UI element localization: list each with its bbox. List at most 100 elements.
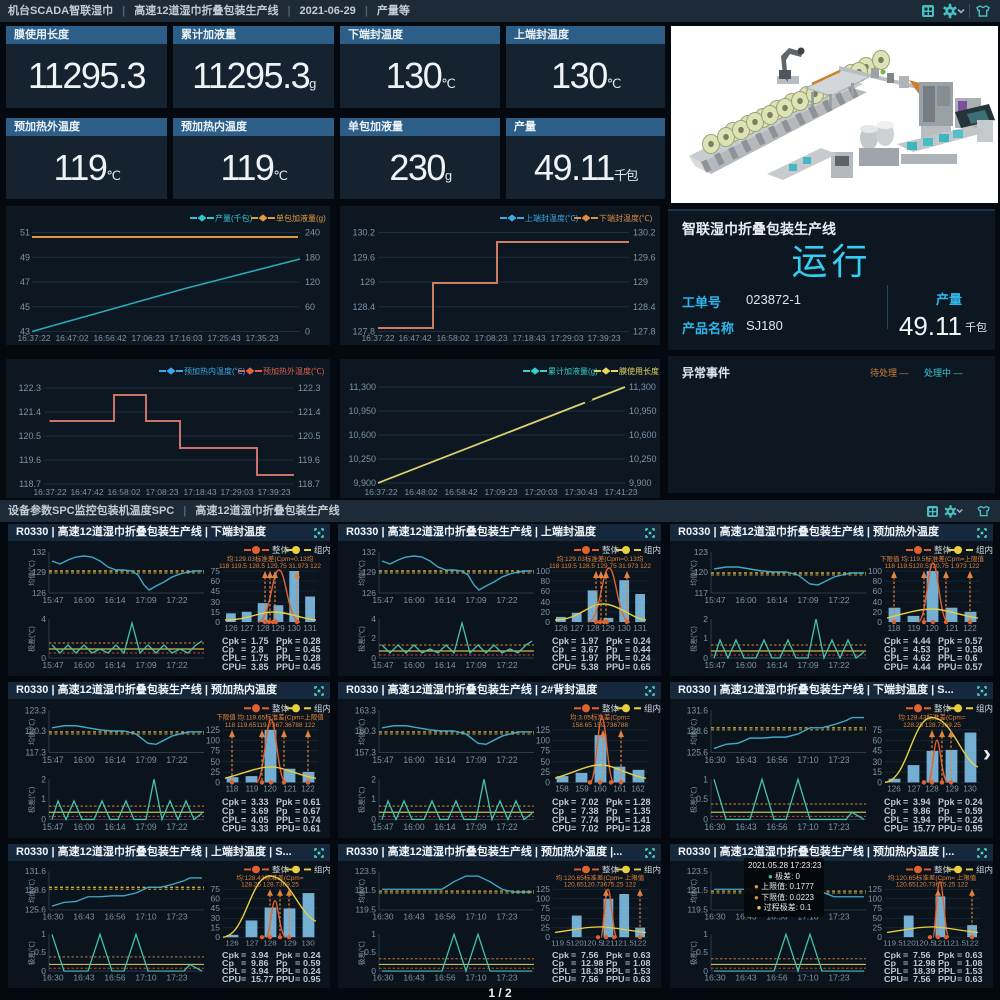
svg-text:120: 120	[263, 785, 277, 794]
svg-text:CPL: CPL	[884, 653, 903, 663]
svg-text:120: 120	[694, 567, 708, 577]
svg-text:PPL: PPL	[606, 815, 624, 825]
svg-text:整体: 整体	[602, 865, 620, 875]
svg-text:16:56: 16:56	[104, 974, 126, 983]
svg-text:组内: 组内	[314, 702, 330, 713]
svg-text:CPL: CPL	[552, 966, 571, 976]
svg-text:=: =	[625, 645, 630, 655]
svg-text:CPL: CPL	[222, 966, 241, 976]
svg-text:Pp: Pp	[606, 645, 618, 655]
svg-text:119.5: 119.5	[687, 906, 708, 915]
svg-text:7.56: 7.56	[581, 974, 599, 984]
svg-text:0: 0	[545, 933, 550, 942]
svg-text:0: 0	[371, 967, 376, 976]
svg-text:0: 0	[215, 777, 220, 787]
svg-text:45: 45	[211, 586, 221, 596]
svg-text:160.3: 160.3	[355, 726, 376, 736]
svg-text:119.5: 119.5	[355, 906, 376, 915]
svg-text:80: 80	[541, 576, 551, 586]
svg-text:=: =	[241, 636, 246, 646]
svg-text:118.7: 118.7	[19, 479, 41, 489]
svg-text:16:00: 16:00	[73, 660, 95, 670]
svg-text:0.28: 0.28	[303, 653, 321, 663]
svg-text:上端封温度(℃): 上端封温度(℃)	[525, 213, 579, 223]
svg-text:16:47:42: 16:47:42	[398, 333, 431, 343]
svg-text:=: =	[903, 815, 908, 825]
svg-text:0.24: 0.24	[965, 815, 983, 825]
svg-text:=: =	[957, 815, 962, 825]
svg-text:CPL: CPL	[222, 815, 240, 825]
svg-text:1.28: 1.28	[633, 797, 651, 807]
svg-text:Cpk: Cpk	[884, 797, 902, 807]
svg-text:=: =	[295, 950, 300, 960]
svg-text:130.2: 130.2	[352, 228, 375, 238]
svg-text:=: =	[241, 974, 246, 984]
svg-text:123.5: 123.5	[687, 867, 709, 876]
svg-text:119.6: 119.6	[19, 455, 41, 465]
svg-text:122.3: 122.3	[298, 383, 321, 393]
svg-text:120: 120	[902, 939, 915, 948]
svg-text:0: 0	[877, 777, 882, 787]
svg-text:120.3: 120.3	[25, 726, 46, 736]
svg-text:0.57: 0.57	[965, 636, 983, 646]
svg-text:Ppk: Ppk	[938, 636, 956, 646]
svg-text:16:37:22: 16:37:22	[361, 333, 394, 343]
svg-text:17:23: 17:23	[828, 974, 850, 983]
svg-text:118.7: 118.7	[298, 479, 320, 489]
svg-text:127: 127	[907, 785, 921, 794]
svg-text:=: =	[571, 636, 576, 646]
svg-text:CPL: CPL	[552, 815, 570, 825]
svg-text:20: 20	[873, 607, 883, 617]
svg-text:125: 125	[206, 725, 220, 735]
svg-text:1: 1	[703, 930, 708, 939]
svg-text:Pp: Pp	[276, 806, 288, 816]
svg-text:75: 75	[211, 885, 221, 894]
svg-text:0.61: 0.61	[303, 824, 321, 834]
svg-text:50: 50	[873, 914, 883, 923]
svg-text:=: =	[295, 815, 300, 825]
svg-text:15: 15	[211, 607, 221, 617]
svg-text:0: 0	[41, 814, 46, 824]
svg-text:17:08:23: 17:08:23	[145, 487, 178, 497]
svg-text:117: 117	[694, 588, 708, 598]
svg-text:16:14: 16:14	[434, 755, 455, 765]
svg-text:均值(℃): 均值(℃)	[357, 719, 366, 745]
svg-text:整体: 整体	[934, 702, 951, 713]
svg-text:Cp: Cp	[884, 645, 896, 655]
svg-text:16:37:22: 16:37:22	[33, 487, 66, 497]
svg-text:CPU: CPU	[552, 824, 571, 834]
svg-text:=: =	[625, 966, 630, 976]
svg-text:Pp: Pp	[606, 806, 618, 816]
svg-text:131: 131	[633, 624, 647, 633]
svg-text:均:129.03标准差(Cpm=0.13均: 均:129.03标准差(Cpm=0.13均	[227, 554, 314, 563]
svg-text:158: 158	[555, 785, 569, 794]
svg-text:=: =	[295, 662, 300, 672]
svg-text:=: =	[957, 806, 962, 816]
svg-text:Ppk: Ppk	[276, 797, 293, 807]
svg-text:4.05: 4.05	[251, 815, 269, 825]
svg-text:16:30: 16:30	[42, 913, 64, 922]
svg-text:30: 30	[211, 914, 221, 923]
svg-text:=: =	[295, 958, 300, 968]
svg-text:25: 25	[211, 767, 221, 777]
svg-text:130: 130	[301, 939, 314, 948]
svg-text:9.86: 9.86	[913, 806, 931, 816]
svg-text:0.5: 0.5	[696, 794, 708, 804]
svg-text:=: =	[625, 653, 630, 663]
svg-text:1.08: 1.08	[633, 958, 651, 968]
svg-text:Cp: Cp	[552, 958, 564, 968]
svg-text:累计加液量(g): 累计加液量(g)	[548, 366, 598, 376]
svg-text:17:29:03: 17:29:03	[220, 487, 253, 497]
svg-text:=: =	[571, 653, 576, 663]
svg-text:1: 1	[371, 794, 376, 804]
svg-text:157.3: 157.3	[355, 748, 376, 758]
svg-text:15.77: 15.77	[913, 824, 936, 834]
svg-text:50: 50	[541, 914, 551, 923]
svg-text:Cp: Cp	[884, 806, 896, 816]
svg-text:75: 75	[873, 904, 883, 913]
svg-text:Cp: Cp	[222, 806, 234, 816]
svg-text:=: =	[571, 645, 576, 655]
svg-text:17:23: 17:23	[496, 974, 518, 983]
svg-text:128.4: 128.4	[633, 302, 656, 312]
svg-text:=: =	[571, 806, 576, 816]
